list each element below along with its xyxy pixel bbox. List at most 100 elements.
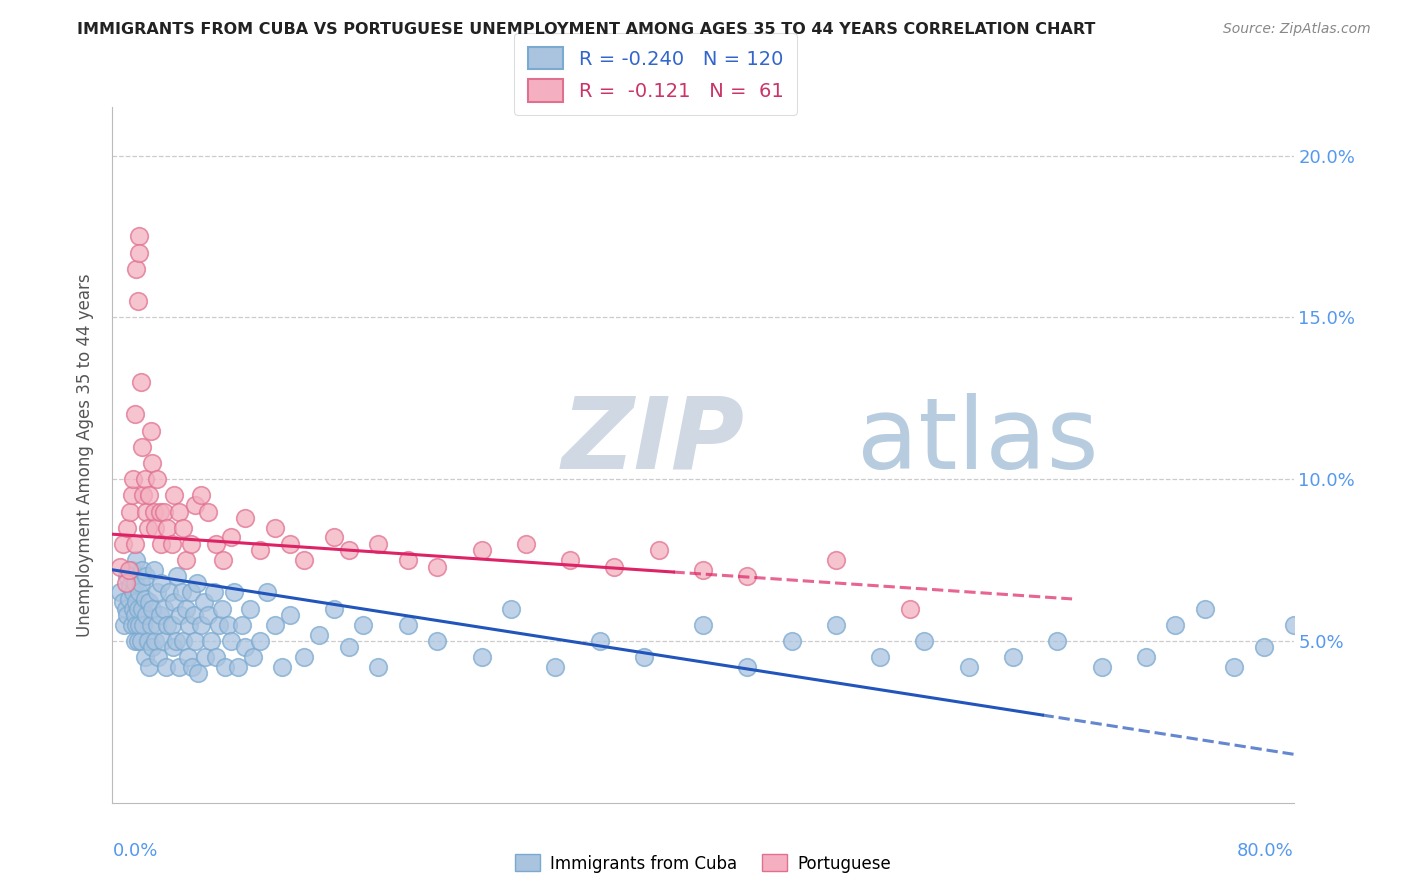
Point [150,575,173,590]
Point [231,617,253,632]
Point [426,559,449,574]
Point [139,424,162,438]
Point [692,617,714,632]
Point [117,521,138,535]
Point [264,521,287,535]
Point [143,634,166,648]
Point [1312,724,1334,739]
Point [141,601,163,615]
Point [167,504,190,518]
Point [205,537,228,551]
Point [692,563,714,577]
Point [214,660,236,674]
Point [146,585,169,599]
Point [153,504,176,518]
Point [122,601,145,615]
Point [737,569,759,583]
Point [174,601,197,615]
Point [180,585,202,599]
Point [138,595,160,609]
Point [633,650,655,665]
Point [153,601,176,615]
Point [128,617,150,632]
Point [148,650,170,665]
Point [233,640,256,655]
Point [124,608,146,623]
Point [129,575,152,590]
Point [193,595,215,609]
Point [141,456,163,470]
Text: 0.0%: 0.0% [112,842,157,860]
Point [501,601,523,615]
Point [132,488,155,502]
Point [226,660,249,674]
Point [1194,601,1216,615]
Point [278,608,301,623]
Point [127,294,149,309]
Point [156,617,179,632]
Point [108,559,131,574]
Point [165,634,187,648]
Point [278,537,301,551]
Point [121,617,143,632]
Point [146,617,169,632]
Point [264,617,287,632]
Point [603,559,626,574]
Point [160,617,183,632]
Point [129,375,152,389]
Point [155,660,177,674]
Point [172,521,194,535]
Point [588,634,610,648]
Point [186,575,208,590]
Point [869,650,891,665]
Point [184,634,207,648]
Point [184,498,207,512]
Point [124,575,146,590]
Point [470,543,494,558]
Point [121,563,143,577]
Point [117,608,138,623]
Point [197,504,219,518]
Y-axis label: Unemployment Among Ages 35 to 44 years: Unemployment Among Ages 35 to 44 years [76,273,94,637]
Point [118,563,141,577]
Point [150,537,173,551]
Point [125,261,148,276]
Point [135,608,157,623]
Point [111,595,134,609]
Point [212,553,235,567]
Text: atlas: atlas [856,392,1098,490]
Point [108,585,131,599]
Point [183,608,205,623]
Point [367,537,389,551]
Point [149,608,172,623]
Point [242,650,264,665]
Point [1001,650,1024,665]
Point [135,504,157,518]
Point [308,627,330,641]
Point [202,585,225,599]
Point [1046,634,1069,648]
Point [197,608,219,623]
Point [122,585,145,599]
Point [337,543,360,558]
Point [143,521,166,535]
Point [323,531,346,545]
Point [136,521,159,535]
Point [121,488,143,502]
Point [156,521,179,535]
Point [211,601,233,615]
Point [128,585,150,599]
Point [558,553,582,567]
Point [135,569,157,583]
Point [142,504,165,518]
Point [134,591,156,606]
Point [120,579,142,593]
Point [134,650,156,665]
Point [1091,660,1114,674]
Point [174,553,197,567]
Point [127,634,149,648]
Point [181,660,204,674]
Point [292,553,315,567]
Point [396,617,419,632]
Point [125,595,148,609]
